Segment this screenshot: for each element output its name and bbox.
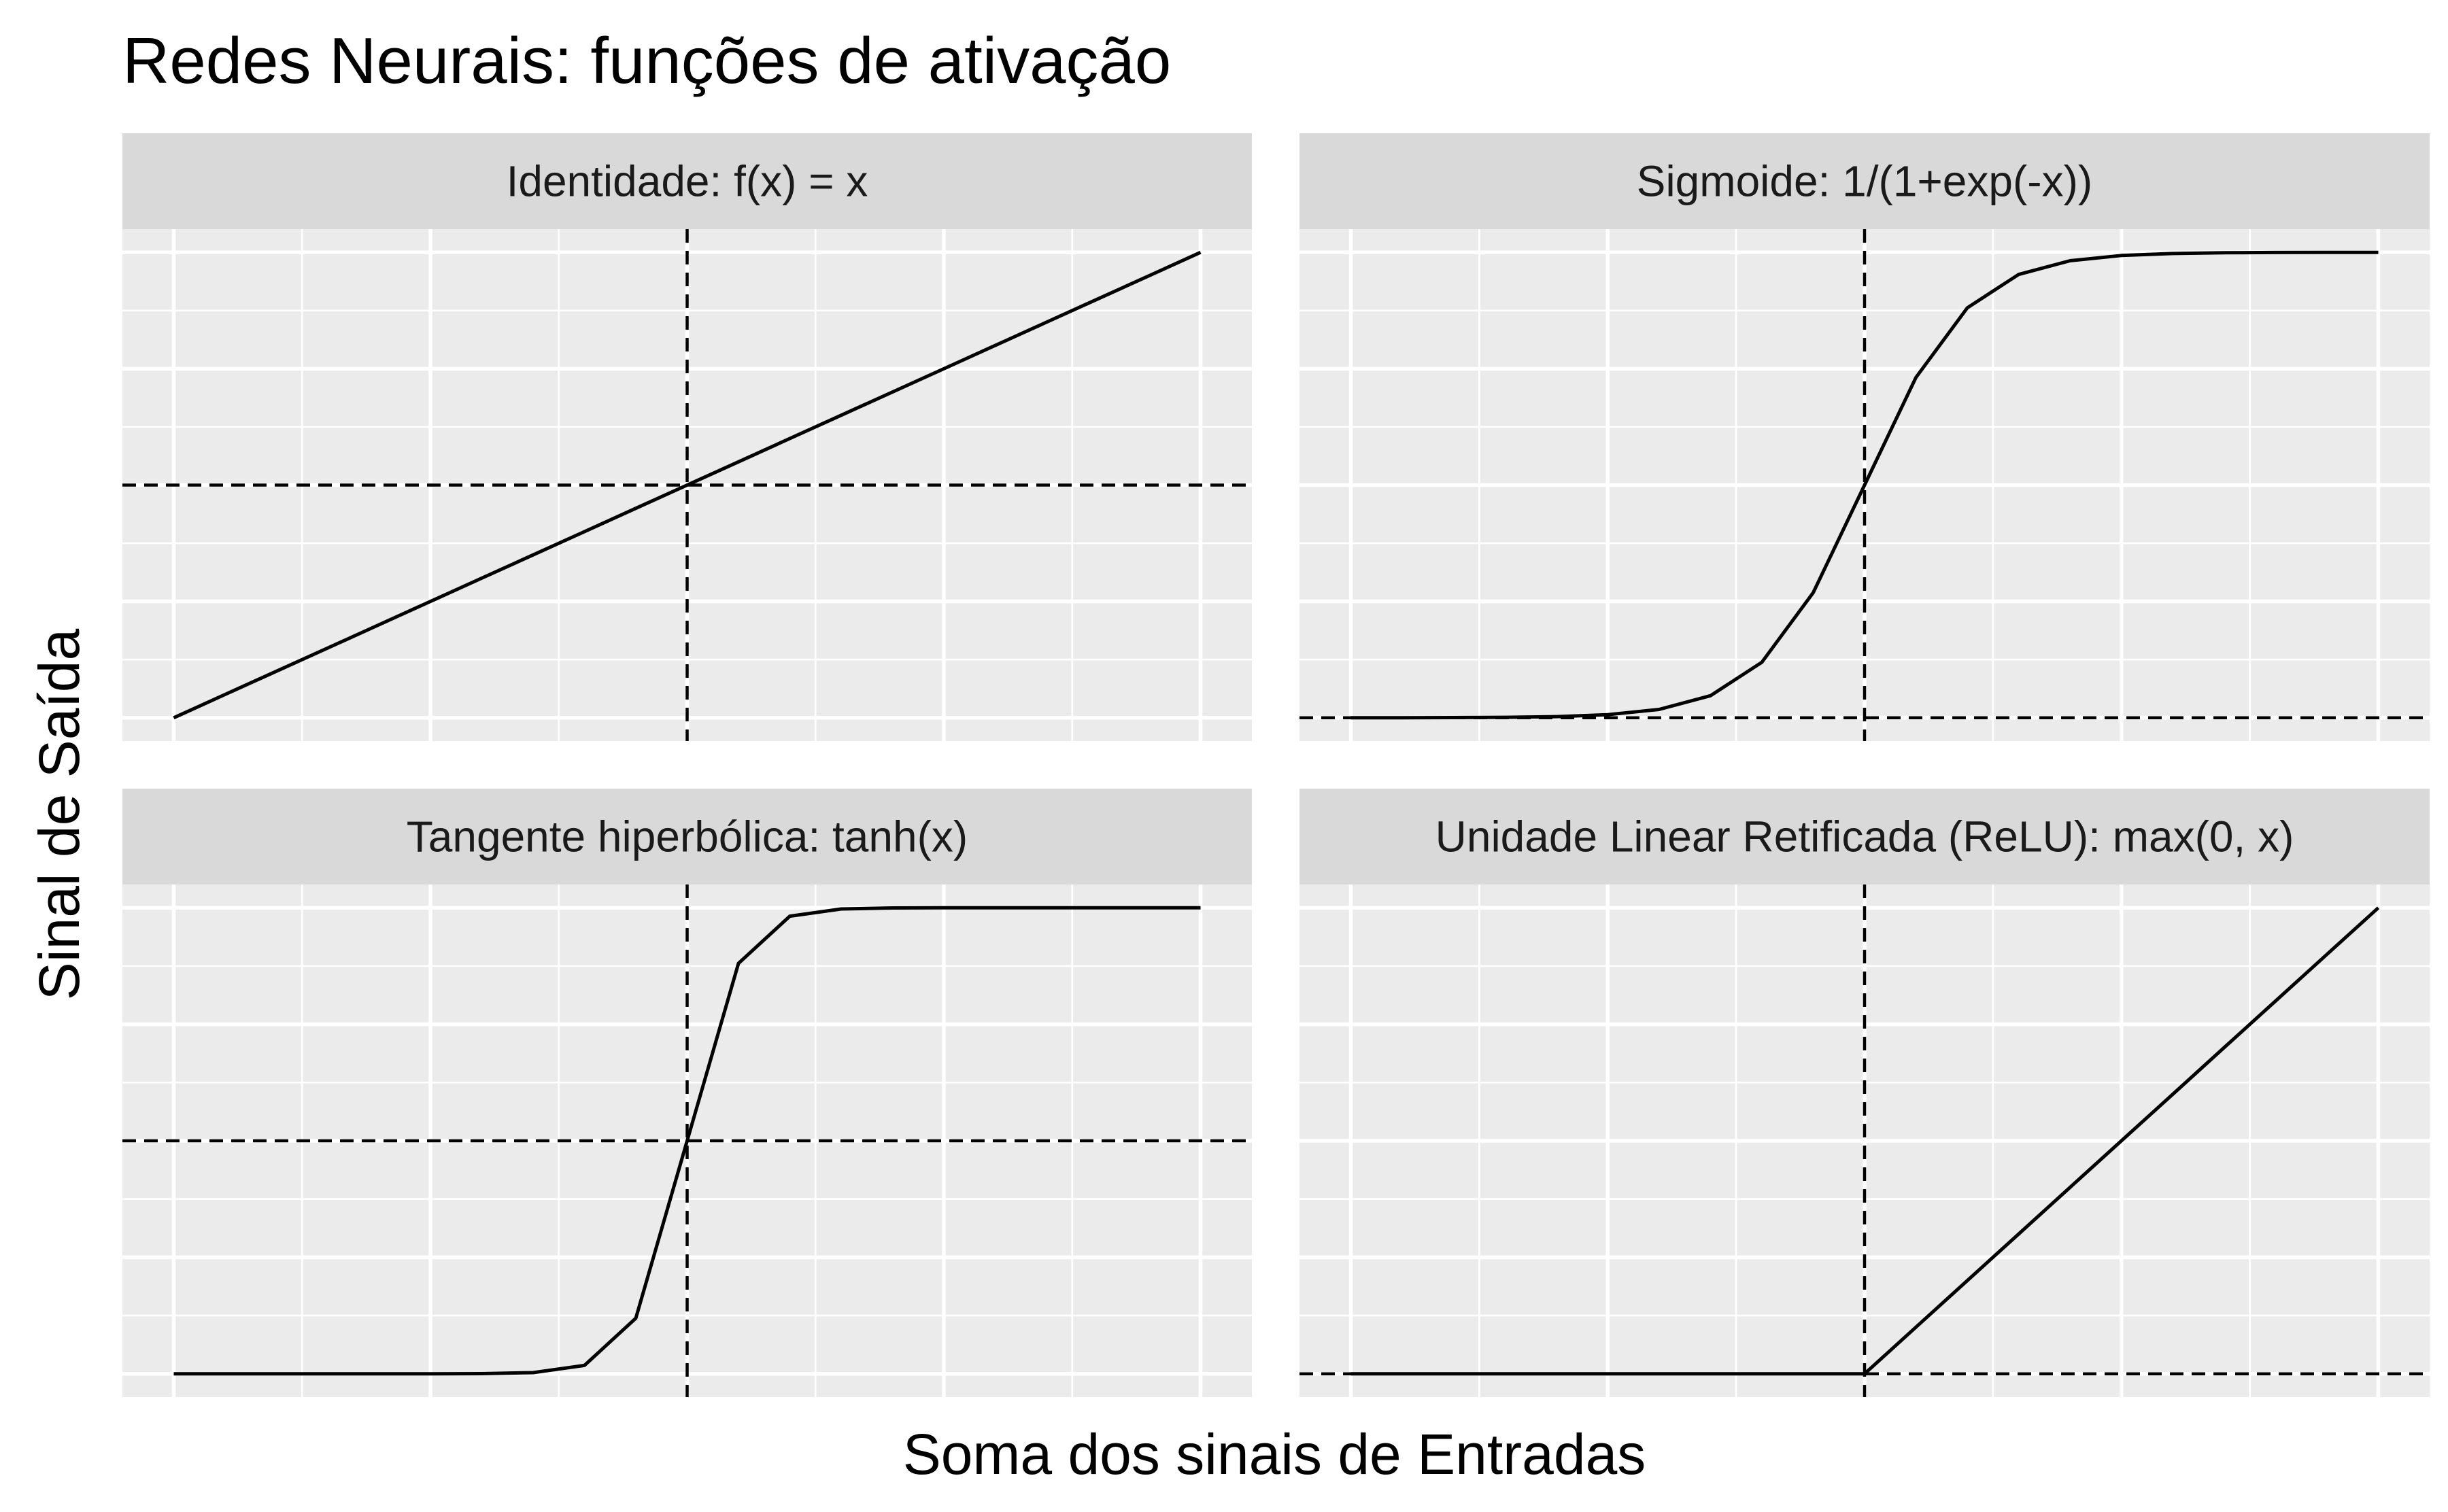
facet-strip-label: Identidade: f(x) = x xyxy=(507,157,868,206)
activation-curve xyxy=(1350,250,2379,720)
facet-panel-2: Sigmoide: 1/(1+exp(-x)) xyxy=(1299,133,2430,741)
facet-strip-label: Unidade Linear Retificada (ReLU): max(0,… xyxy=(1435,812,2294,861)
facet-panels: Identidade: f(x) = x Sigmoide: 1/(1+exp(-… xyxy=(122,133,2430,1397)
activation-curve xyxy=(1350,906,2380,1376)
facet-strip xyxy=(1299,789,2430,884)
facet-strip-label: Sigmoide: 1/(1+exp(-x)) xyxy=(1637,157,2092,206)
chart-title: Redes Neurais: funções de ativação xyxy=(122,24,1171,97)
x-axis-label: Soma dos sinais de Entradas xyxy=(903,1422,1646,1486)
activation-curve xyxy=(173,250,1202,720)
activation-curve xyxy=(173,906,1201,1376)
facet-panel-3: Tangente hiperbólica: tanh(x) xyxy=(122,789,1252,1397)
facet-strip-label: Tangente hiperbólica: tanh(x) xyxy=(407,812,968,861)
facet-panel-4: Unidade Linear Retificada (ReLU): max(0,… xyxy=(1299,789,2430,1397)
facet-strip xyxy=(122,789,1252,884)
facet-panel-1: Identidade: f(x) = x xyxy=(122,133,1252,741)
facet-strip xyxy=(122,133,1252,229)
facet-strip xyxy=(1299,133,2430,229)
y-axis-label: Sinal de Saída xyxy=(27,629,91,1001)
